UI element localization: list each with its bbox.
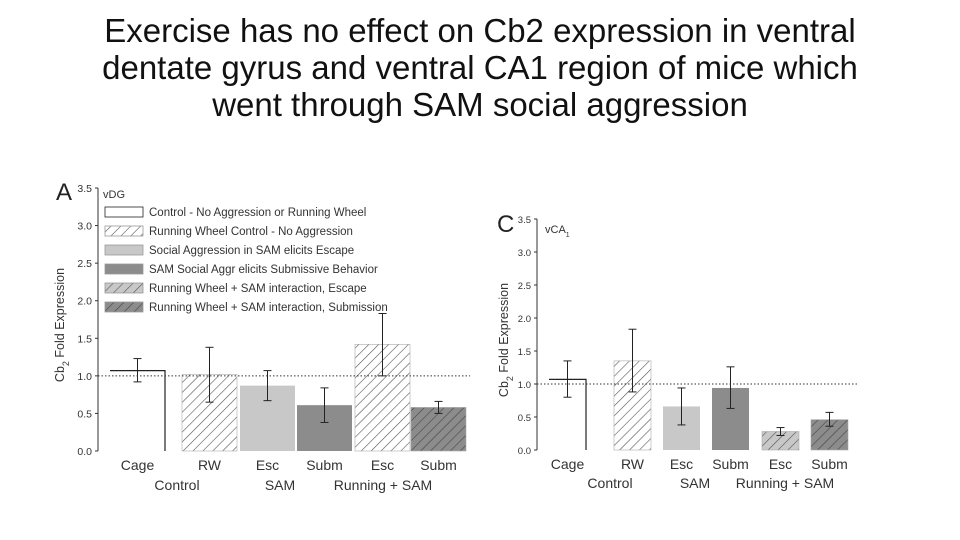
- y-axis-label-rest: Fold Expression: [497, 283, 511, 376]
- y-tick-label: 2.5: [77, 258, 92, 270]
- group-label: Running + SAM: [736, 475, 834, 491]
- y-axis-label: Cb2 Fold Expression: [497, 283, 515, 397]
- legend-label: Running Wheel Control - No Aggression: [149, 226, 353, 238]
- y-tick-label: 2.0: [518, 314, 531, 325]
- legend-swatch: [104, 301, 144, 313]
- y-tick-label: 3.0: [518, 248, 531, 259]
- y-tick-label: 2.0: [77, 296, 92, 308]
- panel-label: C: [497, 211, 514, 238]
- bar: [110, 369, 166, 451]
- region-label-subscript: 1: [566, 232, 570, 239]
- bar: [549, 378, 587, 450]
- panel-label: A: [56, 179, 72, 206]
- y-tick-label: 0.5: [77, 408, 92, 420]
- y-tick-label: 2.5: [518, 281, 531, 292]
- legend: Control - No Aggression or Running Wheel…: [104, 206, 388, 314]
- category-label: Esc: [769, 456, 792, 472]
- title-line-2: dentate gyrus and ventral CA1 region of …: [102, 49, 858, 86]
- y-tick-label: 0.0: [518, 446, 531, 457]
- legend-label: Running Wheel + SAM interaction, Submiss…: [149, 302, 388, 314]
- legend-swatch: [104, 263, 144, 275]
- region-label: vCA1: [545, 224, 570, 239]
- y-tick-label: 1.0: [77, 371, 92, 383]
- legend-swatch: [104, 282, 144, 294]
- category-label: RW: [198, 457, 222, 473]
- group-label: SAM: [265, 477, 295, 493]
- category-label: Subm: [712, 456, 749, 472]
- y-axis-label-rest: Fold Expression: [53, 268, 67, 361]
- y-tick-label: 0.0: [77, 446, 92, 458]
- legend-label: Running Wheel + SAM interaction, Escape: [149, 283, 367, 295]
- y-tick-label: 3.5: [77, 183, 92, 195]
- bar: [410, 407, 467, 452]
- legend-swatch: [104, 206, 144, 218]
- category-label: Esc: [371, 457, 394, 473]
- category-label: Cage: [121, 457, 155, 473]
- y-axis-label-subscript: 2: [61, 361, 71, 366]
- legend-swatch: [104, 244, 144, 256]
- y-tick-label: 1.0: [518, 380, 531, 391]
- legend-swatch: [104, 225, 144, 237]
- y-axis-label-subscript: 2: [505, 376, 515, 381]
- legend-label: Social Aggression in SAM elicits Escape: [149, 245, 354, 257]
- group-label: SAM: [680, 475, 710, 491]
- legend-label: SAM Social Aggr elicits Submissive Behav…: [149, 264, 378, 276]
- group-label: Control: [587, 475, 632, 491]
- slide-title: Exercise has no effect on Cb2 expression…: [20, 12, 940, 123]
- region-label: vDG: [103, 189, 125, 201]
- category-label: Subm: [420, 457, 457, 473]
- title-line-1: Exercise has no effect on Cb2 expression…: [104, 12, 856, 49]
- category-label: Subm: [306, 457, 343, 473]
- y-tick-label: 1.5: [77, 333, 92, 345]
- y-tick-label: 1.5: [518, 347, 531, 358]
- group-label: Control: [154, 477, 199, 493]
- category-label: Esc: [670, 456, 693, 472]
- category-label: RW: [621, 456, 645, 472]
- y-axis-label: Cb2 Fold Expression: [53, 268, 71, 382]
- y-tick-label: 0.5: [518, 413, 531, 424]
- legend-label: Control - No Aggression or Running Wheel: [149, 207, 366, 219]
- category-label: Esc: [256, 457, 279, 473]
- category-label: Cage: [551, 456, 585, 472]
- title-line-3: went through SAM social aggression: [212, 86, 748, 123]
- y-tick-label: 3.0: [77, 221, 92, 233]
- y-tick-label: 3.5: [518, 215, 531, 226]
- group-label: Running + SAM: [334, 477, 432, 493]
- category-label: Subm: [811, 456, 848, 472]
